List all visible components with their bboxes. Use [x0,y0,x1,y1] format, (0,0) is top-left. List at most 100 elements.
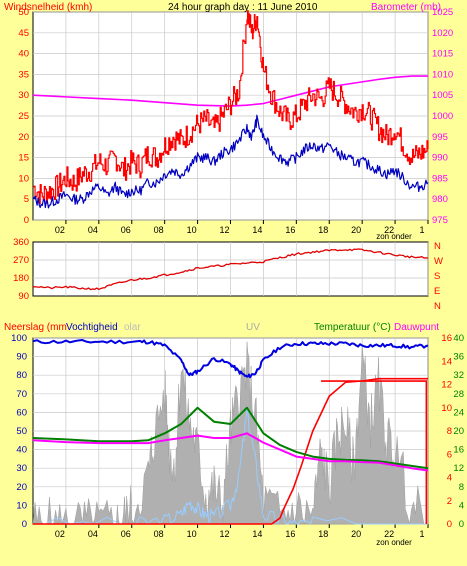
temp-y-tick-12: 12 [453,463,464,474]
uv-line [33,409,428,525]
temp-y-tick-32: 32 [453,370,464,381]
dewpoint-axis-label: Dauwpunt [394,322,440,333]
chart-title: 24 hour graph day : 11 June 2010 [168,2,318,13]
rain-axis-label: Neerslag (mm [4,322,67,333]
wind-x-tick-02: 02 [55,225,65,235]
wind-x-tick-1: 1 [419,225,424,235]
wind-x-tick-16: 16 [285,225,295,235]
wind-x-tick-12: 12 [219,225,229,235]
wind-y-tick-40: 40 [18,49,29,60]
temp-y-tick-36: 36 [453,352,464,363]
temp-y-tick-40: 40 [453,333,464,344]
multi-x-tick-12: 12 [219,529,229,539]
solar-area [32,341,428,525]
wind-x-tick-20: 20 [351,225,361,235]
barometer-line [32,75,428,107]
multi-x-tick-02: 02 [55,529,65,539]
baro-y-tick-995: 995 [432,132,448,143]
wind-y-tick-45: 45 [18,28,29,39]
sunset-label-top: zon onder [376,232,412,241]
wind-x-tick-06: 06 [121,225,131,235]
baro-y-tick-1000: 1000 [432,111,453,122]
uv-axis-label: UV [246,322,260,333]
rain-y-tick-14: 14 [441,356,452,367]
baro-y-tick-1010: 1010 [432,69,453,80]
baro-y-tick-980: 980 [432,194,448,205]
wind-x-tick-04: 04 [88,225,98,235]
baro-y-tick-1015: 1015 [432,49,453,60]
multi-x-tick-04: 04 [88,529,98,539]
wind-y-tick-50: 50 [18,7,29,18]
wind-y-tick-20: 20 [18,132,29,143]
baro-y-tick-1020: 1020 [432,28,453,39]
rain-line [33,377,428,525]
rain-y-tick-12: 12 [441,380,452,391]
wind-average-line [32,114,429,209]
temperature-axis-label: Temperatuur (°C) [314,322,391,333]
dir-compass-label-3: E [434,286,440,297]
barometer-axis-label: Barometer (mb) [371,2,442,13]
multi-x-tick-22: 22 [384,529,394,539]
multi-x-tick-20: 20 [351,529,361,539]
sunset-label-bottom: zon onder [376,538,412,547]
humidity-line [32,339,429,379]
temperature-line [32,406,429,470]
humidity-y-tick-50: 50 [16,426,27,437]
rain-y-tick-16: 16 [441,333,452,344]
multi-x-tick-06: 06 [121,529,131,539]
temp-y-tick-24: 24 [453,407,464,418]
baro-y-tick-990: 990 [432,153,448,164]
humidity-y-tick-20: 20 [16,482,27,493]
humidity-y-tick-80: 80 [16,370,27,381]
wind-y-tick-5: 5 [24,194,29,205]
baro-y-tick-975: 975 [432,215,448,226]
humidity-y-tick-40: 40 [16,445,27,456]
wind-y-tick-0: 0 [24,215,29,226]
rain-y-tick-2: 2 [447,496,452,507]
dewpoint-line [32,432,429,472]
humidity-y-tick-90: 90 [16,352,27,363]
solar-axis-label: olar [124,322,141,333]
dir-y-tick-180: 180 [13,273,29,284]
multi-x-tick-10: 10 [187,529,197,539]
baro-y-tick-1025: 1025 [432,7,453,18]
baro-y-tick-985: 985 [432,173,448,184]
dir-compass-label-1: W [434,256,443,267]
humidity-y-tick-30: 30 [16,463,27,474]
wind-x-tick-22: 22 [384,225,394,235]
temp-y-tick-16: 16 [453,445,464,456]
dir-y-tick-270: 270 [13,255,29,266]
temp-y-tick-8: 8 [459,482,464,493]
wind-x-tick-08: 08 [154,225,164,235]
humidity-y-tick-10: 10 [16,500,27,511]
wind-y-tick-15: 15 [18,153,29,164]
dir-y-tick-90: 90 [18,291,29,302]
temp-y-tick-28: 28 [453,389,464,400]
wind-y-tick-35: 35 [18,69,29,80]
humidity-y-tick-0: 0 [22,519,27,530]
temp-y-tick-20: 20 [453,426,464,437]
baro-y-tick-1005: 1005 [432,90,453,101]
multi-x-tick-1: 1 [419,529,424,539]
temp-y-tick-0: 0 [459,519,464,530]
wind-y-tick-30: 30 [18,90,29,101]
rain-y-tick-6: 6 [447,449,452,460]
multi-x-tick-16: 16 [285,529,295,539]
wind-y-tick-25: 25 [18,111,29,122]
humidity-y-tick-100: 100 [11,333,27,344]
wind-x-tick-18: 18 [318,225,328,235]
humidity-y-tick-60: 60 [16,407,27,418]
rain-y-tick-10: 10 [441,403,452,414]
wind-gust-line [33,10,429,205]
temp-y-tick-4: 4 [459,500,464,511]
wind-x-tick-14: 14 [252,225,262,235]
multi-x-tick-14: 14 [252,529,262,539]
humidity-axis-label: Vochtigheid [66,322,118,333]
multi-x-tick-08: 08 [154,529,164,539]
wind-x-tick-10: 10 [187,225,197,235]
rain-y-tick-8: 8 [447,426,452,437]
wind-y-tick-10: 10 [18,173,29,184]
rain-y-tick-4: 4 [447,473,452,484]
